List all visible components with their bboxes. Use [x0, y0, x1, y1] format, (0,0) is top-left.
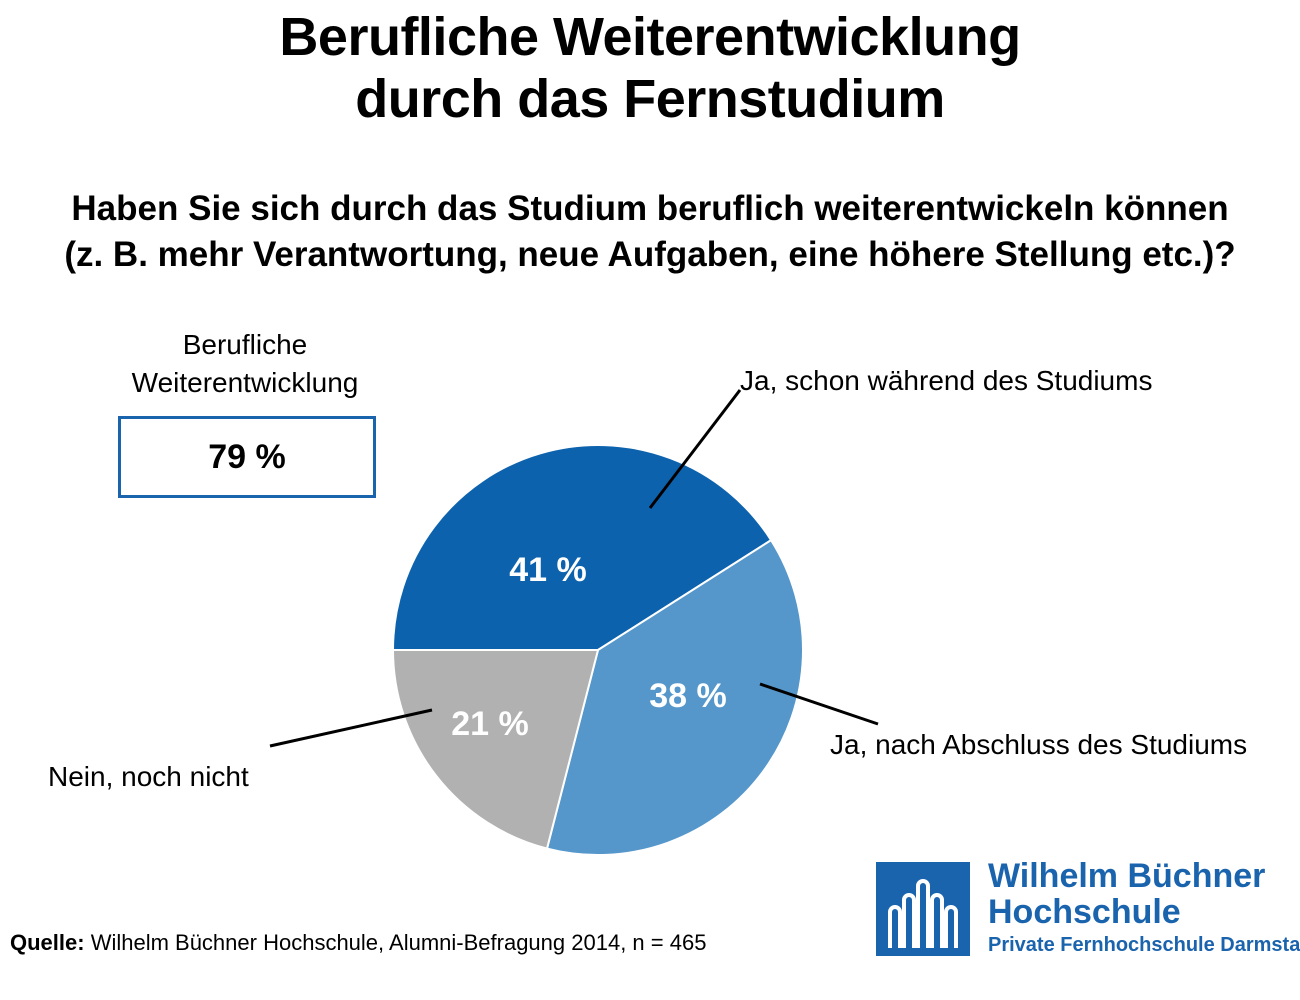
logo-name-line-1: Wilhelm Büchner	[988, 857, 1266, 895]
source-note: Quelle: Wilhelm Büchner Hochschule, Alum…	[10, 930, 706, 956]
slice-value-label-2: 38 %	[649, 677, 727, 715]
slice-value-label-1: 41 %	[509, 551, 587, 589]
leader-line-3	[269, 708, 433, 748]
slice-category-label-2: Ja, nach Abschluss des Studiums	[830, 729, 1247, 760]
source-text: Wilhelm Büchner Hochschule, Alumni-Befra…	[84, 930, 707, 955]
slice-category-label-3: Nein, noch nicht	[48, 761, 249, 792]
chart-title-line-2: durch das Fernstudium	[355, 69, 945, 129]
survey-question-line-1: Haben Sie sich durch das Studium berufli…	[71, 189, 1229, 228]
pie-slice-1	[391, 444, 773, 651]
summary-value-box: 79 %	[118, 416, 376, 498]
summary-value: 79 %	[208, 437, 286, 476]
logo-subtitle: Private Fernhochschule Darmstadt	[988, 934, 1300, 956]
logo-mark-icon	[876, 862, 970, 956]
survey-question: Haben Sie sich durch das Studium berufli…	[0, 186, 1300, 278]
logo-name-line-2: Hochschule	[988, 893, 1181, 931]
chart-title: Berufliche Weiterentwicklung durch das F…	[0, 6, 1300, 130]
summary-label: Berufliche Weiterentwicklung	[100, 326, 390, 402]
leader-line-2	[759, 682, 879, 726]
source-prefix: Quelle:	[10, 930, 85, 955]
logo-name: Wilhelm Büchner Hochschule	[988, 858, 1265, 930]
chart-title-line-1: Berufliche Weiterentwicklung	[279, 7, 1021, 67]
slice-value-label-3: 21 %	[451, 705, 529, 743]
summary-label-line-1: Berufliche	[182, 329, 308, 360]
pie-slice-3	[391, 649, 600, 850]
summary-label-line-2: Weiterentwicklung	[131, 367, 359, 398]
slice-category-label-1: Ja, schon während des Studiums	[740, 365, 1152, 396]
leader-line-1	[648, 389, 742, 509]
survey-question-line-2: (z. B. mehr Verantwortung, neue Aufgaben…	[64, 235, 1236, 274]
university-logo: Wilhelm Büchner Hochschule Private Fernh…	[876, 858, 1300, 962]
pie-slice-2	[545, 538, 804, 856]
